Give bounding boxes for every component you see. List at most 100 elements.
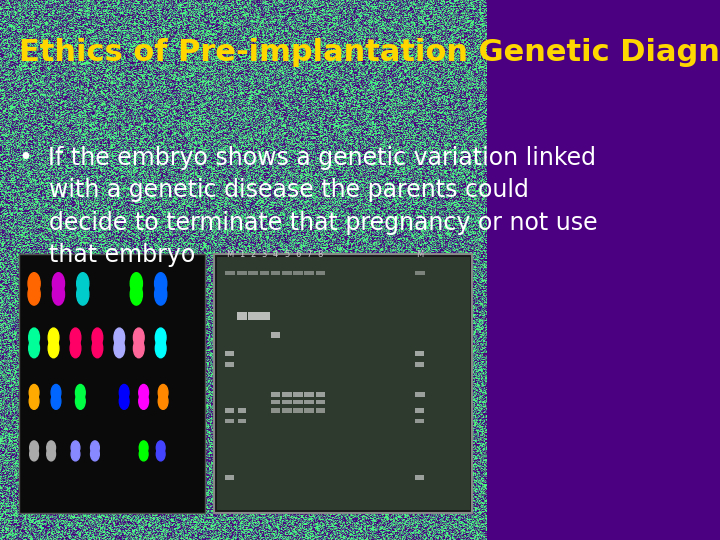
FancyBboxPatch shape	[305, 392, 314, 397]
Ellipse shape	[91, 447, 99, 461]
FancyBboxPatch shape	[225, 475, 234, 481]
Ellipse shape	[156, 447, 165, 461]
Text: Ethics of Pre-implantation Genetic Diagnosis: Ethics of Pre-implantation Genetic Diagn…	[19, 38, 720, 67]
FancyBboxPatch shape	[293, 400, 303, 404]
FancyBboxPatch shape	[315, 392, 325, 397]
Ellipse shape	[70, 328, 81, 347]
Text: M: M	[416, 250, 423, 259]
Ellipse shape	[91, 441, 99, 455]
Ellipse shape	[28, 284, 40, 305]
Ellipse shape	[139, 447, 148, 461]
Ellipse shape	[51, 393, 61, 409]
FancyBboxPatch shape	[19, 254, 204, 513]
FancyBboxPatch shape	[248, 312, 258, 320]
Ellipse shape	[30, 393, 39, 409]
Ellipse shape	[30, 441, 38, 455]
Ellipse shape	[158, 393, 168, 409]
FancyBboxPatch shape	[315, 408, 325, 413]
Ellipse shape	[30, 447, 38, 461]
FancyBboxPatch shape	[305, 271, 314, 275]
Ellipse shape	[133, 339, 144, 357]
FancyBboxPatch shape	[315, 271, 325, 275]
FancyBboxPatch shape	[415, 475, 424, 481]
FancyBboxPatch shape	[271, 271, 281, 275]
Text: 2: 2	[251, 250, 256, 259]
FancyBboxPatch shape	[225, 362, 234, 367]
Text: 1: 1	[239, 250, 245, 259]
Ellipse shape	[77, 273, 89, 294]
FancyBboxPatch shape	[225, 271, 235, 275]
Ellipse shape	[139, 441, 148, 455]
Text: M: M	[226, 250, 233, 259]
Text: 6: 6	[295, 250, 301, 259]
Ellipse shape	[48, 339, 59, 357]
FancyBboxPatch shape	[271, 392, 281, 397]
FancyBboxPatch shape	[215, 254, 472, 513]
Ellipse shape	[114, 328, 125, 347]
Ellipse shape	[47, 441, 55, 455]
Text: 4: 4	[273, 250, 278, 259]
Text: 5: 5	[284, 250, 289, 259]
Ellipse shape	[92, 339, 103, 357]
Ellipse shape	[28, 273, 40, 294]
Text: •  If the embryo shows a genetic variation linked
    with a genetic disease the: • If the embryo shows a genetic variatio…	[19, 146, 598, 267]
Ellipse shape	[139, 384, 148, 401]
FancyBboxPatch shape	[238, 419, 246, 423]
Ellipse shape	[130, 273, 143, 294]
FancyBboxPatch shape	[237, 312, 248, 320]
Ellipse shape	[114, 339, 125, 357]
Ellipse shape	[48, 328, 59, 347]
Ellipse shape	[76, 393, 85, 409]
FancyBboxPatch shape	[271, 408, 281, 413]
FancyBboxPatch shape	[225, 351, 234, 356]
Ellipse shape	[155, 284, 167, 305]
Ellipse shape	[133, 328, 144, 347]
FancyBboxPatch shape	[315, 400, 325, 404]
FancyBboxPatch shape	[237, 271, 247, 275]
FancyBboxPatch shape	[415, 271, 425, 275]
FancyBboxPatch shape	[293, 408, 303, 413]
FancyBboxPatch shape	[282, 408, 292, 413]
FancyBboxPatch shape	[225, 408, 234, 413]
FancyBboxPatch shape	[238, 408, 246, 413]
FancyBboxPatch shape	[217, 256, 470, 510]
Text: 7: 7	[307, 250, 312, 259]
Ellipse shape	[130, 284, 143, 305]
Text: 8: 8	[318, 250, 323, 259]
FancyBboxPatch shape	[271, 400, 281, 404]
Ellipse shape	[139, 393, 148, 409]
FancyBboxPatch shape	[248, 271, 258, 275]
FancyBboxPatch shape	[259, 271, 269, 275]
Ellipse shape	[71, 447, 80, 461]
Ellipse shape	[53, 273, 65, 294]
Ellipse shape	[30, 384, 39, 401]
Ellipse shape	[29, 328, 40, 347]
FancyBboxPatch shape	[282, 400, 292, 404]
FancyBboxPatch shape	[415, 392, 425, 397]
Ellipse shape	[76, 384, 85, 401]
Ellipse shape	[156, 328, 166, 347]
FancyBboxPatch shape	[293, 271, 303, 275]
Ellipse shape	[70, 339, 81, 357]
FancyBboxPatch shape	[415, 419, 424, 423]
Ellipse shape	[53, 284, 65, 305]
FancyBboxPatch shape	[259, 312, 270, 320]
Ellipse shape	[77, 284, 89, 305]
Ellipse shape	[155, 273, 167, 294]
FancyBboxPatch shape	[282, 271, 292, 275]
Ellipse shape	[51, 384, 61, 401]
Ellipse shape	[120, 393, 129, 409]
FancyBboxPatch shape	[415, 408, 424, 413]
Ellipse shape	[92, 328, 103, 347]
Ellipse shape	[120, 384, 129, 401]
FancyBboxPatch shape	[225, 419, 234, 423]
FancyBboxPatch shape	[415, 362, 424, 367]
FancyBboxPatch shape	[282, 392, 292, 397]
Ellipse shape	[29, 339, 40, 357]
Ellipse shape	[156, 339, 166, 357]
FancyBboxPatch shape	[271, 332, 281, 338]
FancyBboxPatch shape	[293, 392, 303, 397]
Ellipse shape	[156, 441, 165, 455]
Ellipse shape	[158, 384, 168, 401]
FancyBboxPatch shape	[415, 351, 424, 356]
